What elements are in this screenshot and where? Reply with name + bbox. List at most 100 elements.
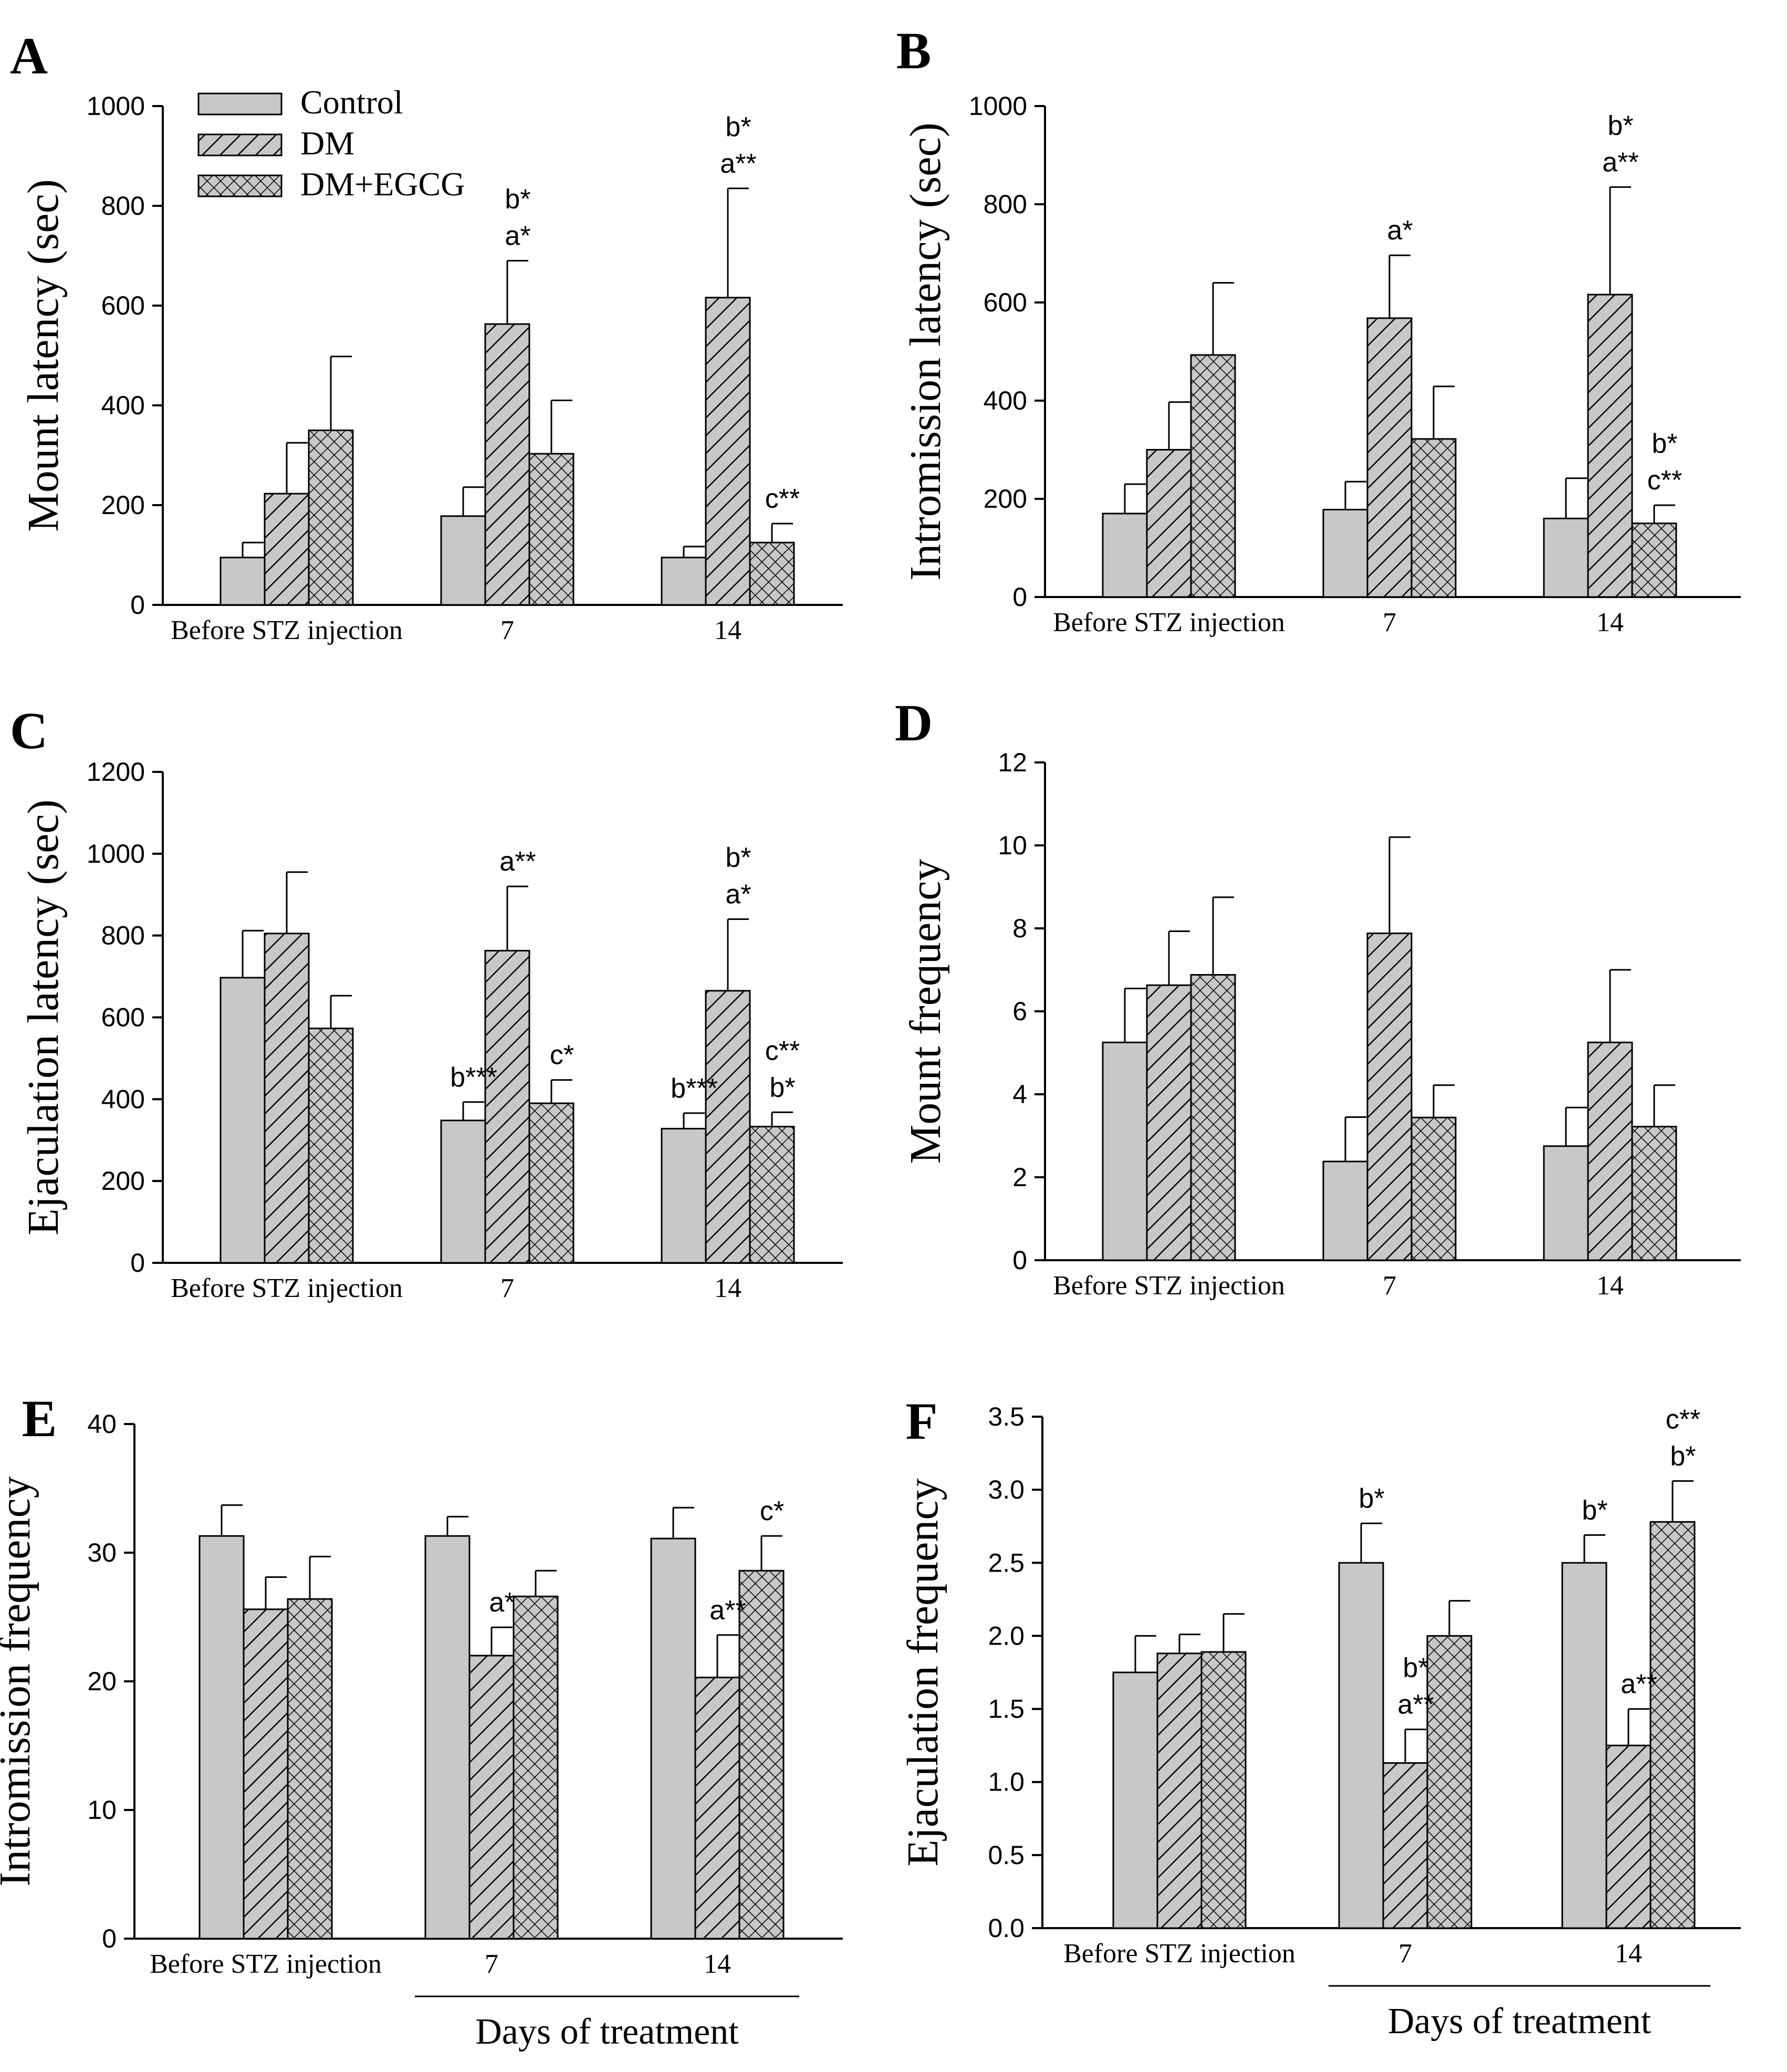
y-tick-label: 1.0 — [988, 1767, 1025, 1797]
chart-e: E 0 10 20 30 40 Intromission frequency Before S… — [0, 1389, 843, 2052]
significance-label: b* — [505, 184, 530, 215]
bar-dm-egcg — [1190, 974, 1236, 1261]
y-tick-label: 0 — [1012, 1246, 1027, 1275]
chart-b: B 0 200 400 600 800 1000 Intromission latency (… — [896, 22, 1741, 637]
bar-dm — [705, 990, 751, 1264]
y-tick-label: 400 — [984, 386, 1027, 415]
category-label: Before STZ injection — [150, 1949, 382, 1979]
y-tick-label: 2 — [1012, 1163, 1027, 1192]
significance-label: b* — [769, 1072, 795, 1103]
panel-d: D 0 2 4 6 8 10 12 Mount frequency Before STZ inje… — [893, 683, 1785, 1373]
y-tick-label: 2.0 — [988, 1621, 1025, 1650]
significance-label: b* — [1652, 428, 1677, 459]
bar-dm — [243, 1608, 289, 1940]
bar-control — [440, 1119, 486, 1264]
y-tick-label: 800 — [101, 921, 145, 950]
significance-label: b* — [1582, 1495, 1607, 1525]
significance-label: b* — [725, 843, 751, 873]
y-tick-label: 800 — [101, 191, 145, 221]
bar-dm — [468, 1655, 515, 1940]
bar-dm — [1605, 1744, 1652, 1929]
y-tick-label: 40 — [87, 1409, 117, 1439]
category-label: 14 — [714, 615, 741, 645]
category-label: 7 — [1398, 1939, 1412, 1969]
bar-dm — [484, 323, 530, 606]
significance-label: b* — [1607, 110, 1633, 141]
y-tick-label: 200 — [984, 484, 1027, 514]
bar-control — [661, 557, 707, 606]
bar-dm-egcg — [738, 1569, 785, 1940]
category-label: Before STZ injection — [1053, 1271, 1285, 1301]
bar-dm — [1366, 317, 1413, 598]
significance-label: b* — [725, 112, 751, 142]
panel-a: A 0 200 400 600 800 1000 Mount latency (sec) Bef… — [0, 0, 893, 690]
bar-dm — [1146, 449, 1192, 598]
significance-label: c** — [765, 484, 800, 514]
category-label: Before STZ injection — [171, 615, 403, 645]
bar-dm-egcg — [1649, 1521, 1696, 1929]
legend-label: DM+EGCG — [300, 165, 465, 203]
y-axis-label: Intromission latency (sec) — [901, 122, 950, 580]
y-tick-label: 10 — [87, 1795, 117, 1825]
bar-dm-egcg — [528, 453, 574, 606]
y-tick-label: 200 — [101, 490, 145, 520]
significance-label: a** — [1602, 147, 1638, 177]
panel-f: F 0.0 0.5 1.0 1.5 2.0 2.5 3.0 3.5 Ejaculation fre… — [893, 1376, 1785, 2066]
legend-swatch-dm — [197, 133, 283, 156]
y-tick-label: 6 — [1012, 997, 1027, 1026]
legend-label: DM — [300, 124, 354, 162]
bar-dm-egcg — [528, 1102, 574, 1264]
panel-letter: F — [905, 1392, 937, 1450]
bar-dm — [1366, 932, 1413, 1261]
panel-letter: E — [22, 1389, 57, 1448]
y-tick-label: 1000 — [87, 91, 145, 121]
significance-label: b*** — [671, 1073, 718, 1104]
bar-control — [661, 1127, 707, 1264]
bar-control — [1322, 509, 1368, 598]
y-tick-label: 1.5 — [988, 1694, 1025, 1724]
bar-control — [1322, 1160, 1368, 1261]
panel-letter: B — [896, 22, 932, 80]
significance-label: c** — [765, 1035, 800, 1066]
y-axis-label: Mount latency (sec) — [19, 179, 68, 532]
legend-swatch-dm-egcg — [197, 174, 283, 197]
category-label: 7 — [500, 615, 514, 645]
y-tick-label: 30 — [87, 1538, 117, 1567]
y-tick-label: 200 — [101, 1166, 145, 1196]
significance-label: b*** — [450, 1062, 497, 1093]
significance-label: a* — [725, 880, 751, 910]
bar-dm-egcg — [749, 1126, 795, 1264]
panel-letter: C — [10, 702, 48, 760]
significance-label: a** — [499, 846, 536, 877]
category-label: 14 — [1596, 1271, 1624, 1301]
bar-dm — [264, 493, 310, 606]
bar-dm-egcg — [1426, 1635, 1472, 1929]
y-tick-label: 400 — [101, 391, 145, 420]
bar-control — [424, 1535, 471, 1940]
bar-dm-egcg — [513, 1595, 559, 1940]
bar-dm — [484, 949, 530, 1264]
bar-control — [650, 1537, 696, 1940]
y-tick-label: 600 — [101, 291, 145, 320]
y-axis-label: Mount frequency — [901, 859, 950, 1164]
bar-control — [1543, 1145, 1589, 1261]
y-axis-label: Ejaculation latency (sec) — [19, 799, 68, 1235]
category-label: Before STZ injection — [1063, 1939, 1295, 1969]
category-label: 14 — [704, 1949, 731, 1979]
panel-letter: A — [10, 27, 48, 85]
bar-dm-egcg — [1190, 354, 1236, 598]
bar-dm — [1156, 1652, 1203, 1929]
category-label: 14 — [714, 1273, 741, 1303]
category-label: 14 — [1615, 1939, 1642, 1969]
y-tick-label: 12 — [998, 748, 1027, 777]
y-axis-label: Intromission frequency — [0, 1476, 39, 1886]
category-label: 7 — [1383, 608, 1396, 637]
panel-e: E 0 10 20 30 40 Intromission frequency Before S… — [0, 1376, 893, 2066]
bar-dm — [264, 933, 310, 1264]
y-tick-label: 8 — [1012, 914, 1027, 943]
bar-dm-egcg — [1631, 1126, 1677, 1261]
category-label: 7 — [485, 1949, 498, 1979]
bar-dm-egcg — [749, 541, 795, 606]
bar-dm-egcg — [1200, 1651, 1247, 1929]
y-tick-label: 0.5 — [988, 1840, 1025, 1870]
